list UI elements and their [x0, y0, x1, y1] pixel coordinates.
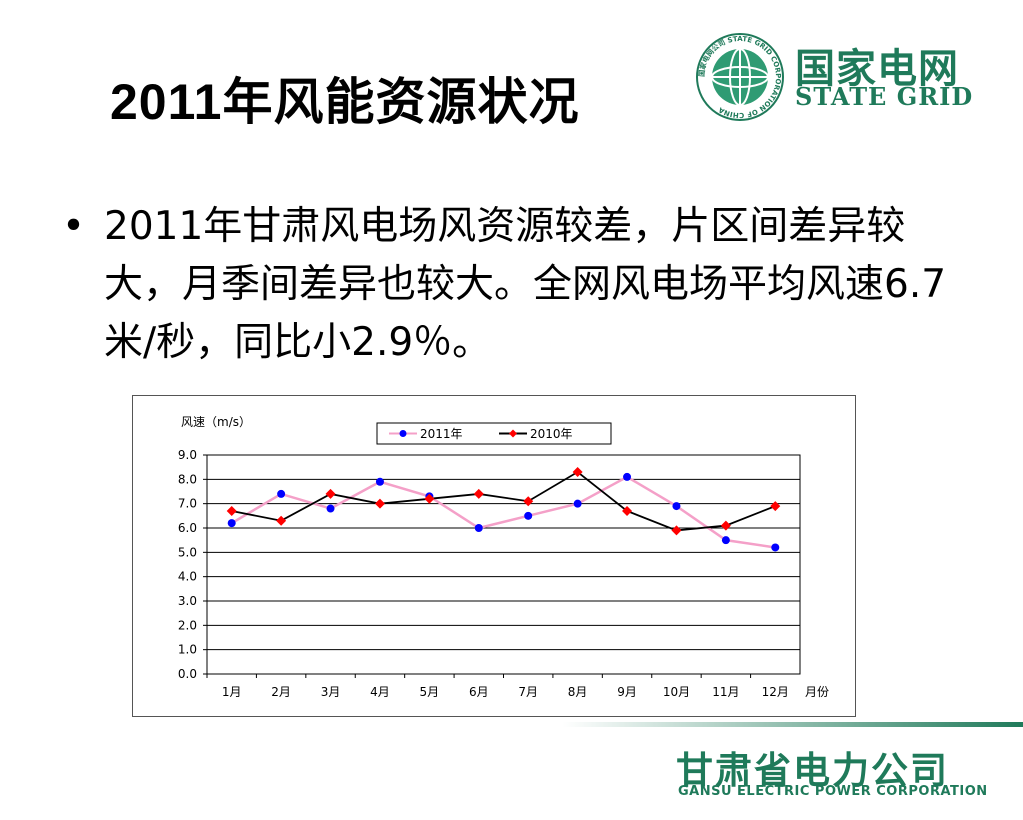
- x-tick-label: 5月: [420, 685, 440, 699]
- y-tick-label: 5.0: [178, 545, 197, 559]
- data-point-0: [326, 504, 335, 513]
- y-tick-label: 6.0: [178, 521, 197, 535]
- y-tick-label: 8.0: [178, 472, 197, 486]
- footer-gradient-bar: [0, 722, 1023, 727]
- state-grid-emblem-icon: 国家电网公司 STATE GRID CORPORATION OF CHINA: [696, 33, 784, 121]
- data-point-0: [623, 472, 632, 481]
- chart-frame: 0.0 1.0 2.0 3.0 4.0 5.0 6.0 7.0 8.0 9.0 1月 2月 3月 4月 5月…: [132, 395, 856, 717]
- logo-en-text: STATE GRID: [795, 82, 974, 111]
- data-point-1: [374, 498, 385, 509]
- slide-title: 2011年风能资源状况: [110, 74, 580, 130]
- data-point-0: [277, 489, 286, 498]
- y-tick-label: 7.0: [178, 497, 197, 511]
- legend-box: [376, 422, 612, 445]
- x-tick-label: 4月: [370, 685, 390, 699]
- x-tick-label: 3月: [321, 685, 341, 699]
- footer-en-text: GANSU ELECTRIC POWER CORPORATION: [678, 784, 988, 799]
- bullet-text: 2011年甘肃风电场风资源较差，片区间差异较大，月季间差异也较大。全网风电场平均…: [104, 204, 947, 365]
- x-tick-label: 1月: [222, 685, 242, 699]
- x-tick-label: 2月: [271, 685, 291, 699]
- legend-label-2010: 2010年: [530, 427, 573, 441]
- data-point-1: [622, 505, 633, 516]
- data-point-0: [375, 477, 384, 486]
- x-tick-label: 10月: [663, 685, 690, 699]
- data-point-0: [474, 524, 483, 532]
- x-tick-label: 11月: [712, 685, 739, 699]
- legend-label-2011: 2011年: [420, 427, 463, 441]
- y-axis-label: 风速（m/s）: [181, 415, 251, 429]
- x-tick-label: 6月: [469, 685, 489, 699]
- legend-marker-2011: [399, 430, 407, 437]
- x-axis-label: 月份: [805, 685, 829, 699]
- y-tick-label: 1.0: [178, 643, 197, 657]
- bullet-dot-icon: •: [62, 204, 86, 249]
- data-point-1: [720, 520, 731, 531]
- data-point-0: [524, 511, 533, 520]
- data-point-1: [226, 505, 237, 516]
- data-point-0: [227, 519, 236, 528]
- x-tick-label: 12月: [762, 685, 789, 699]
- y-tick-label: 3.0: [178, 594, 197, 608]
- y-tick-label: 9.0: [178, 448, 197, 462]
- plot-area: [206, 454, 801, 675]
- y-tick-label: 2.0: [178, 618, 197, 632]
- data-point-0: [721, 536, 730, 545]
- data-point-1: [671, 525, 682, 536]
- y-tick-label: 4.0: [178, 570, 197, 584]
- footer-logo: 甘肃省电力公司 GANSU ELECTRIC POWER CORPORATION: [676, 740, 1006, 810]
- footer-cn-text: 甘肃省电力公司: [676, 749, 949, 792]
- x-tick-label: 7月: [518, 685, 538, 699]
- data-point-1: [770, 501, 781, 512]
- data-point-1: [276, 515, 287, 526]
- y-tick-label: 0.0: [178, 667, 197, 681]
- state-grid-logo: 国家电网公司 STATE GRID CORPORATION OF CHINA 国…: [695, 32, 995, 122]
- series-line-1: [231, 470, 776, 532]
- data-point-0: [771, 543, 780, 552]
- x-tick-label: 8月: [568, 685, 588, 699]
- data-point-1: [572, 467, 583, 478]
- data-point-1: [473, 488, 484, 499]
- data-point-0: [573, 499, 582, 508]
- data-point-1: [325, 488, 336, 499]
- logo-cn-text: 国家电网: [795, 46, 959, 92]
- data-point-0: [672, 502, 681, 511]
- data-point-1: [523, 496, 534, 507]
- legend-marker-2010: [509, 429, 517, 438]
- series-line-0: [231, 475, 776, 549]
- wind-speed-chart: 0.0 1.0 2.0 3.0 4.0 5.0 6.0 7.0 8.0 9.0 1月 2月 3月 4月 5月…: [178, 415, 829, 699]
- x-tick-label: 9月: [617, 685, 637, 699]
- data-point-1: [424, 493, 435, 504]
